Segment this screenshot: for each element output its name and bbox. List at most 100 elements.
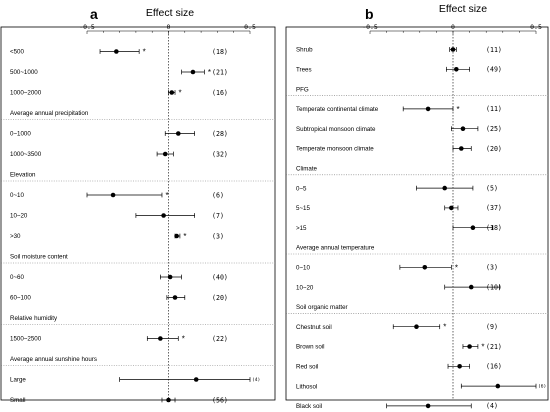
- panel-b-point-estimate: [449, 205, 454, 211]
- panel-b-sample-size: (16): [486, 363, 502, 371]
- panel-b-point-estimate: [442, 185, 448, 191]
- panel-a-sample-size: (18): [212, 48, 228, 56]
- panel-b-point-estimate: [495, 383, 501, 389]
- panel-b-point-estimate: [467, 344, 472, 349]
- panel-a-significance-star: *: [182, 335, 185, 344]
- panel-b-sample-size: (49): [486, 66, 502, 74]
- panel-b-row-label: Red soil: [296, 364, 318, 371]
- panel-b-axis-title: Effect size: [439, 3, 487, 15]
- panel-b-sample-size: (6): [538, 384, 546, 390]
- panel-b-point-estimate: [468, 284, 474, 290]
- panel-b-sample-size: (37): [486, 204, 502, 212]
- panel-b-letter: b: [365, 6, 374, 22]
- panel-b-point-estimate: [459, 146, 464, 151]
- panel-a-point-estimate: [161, 213, 166, 218]
- panel-b-sample-size: (9): [486, 323, 498, 331]
- panel-a-sample-size: (16): [212, 89, 228, 97]
- panel-b-significance-star: *: [457, 105, 460, 114]
- panel-a-row-label: 1500~2500: [10, 336, 42, 343]
- panel-b-significance-star: *: [443, 323, 446, 332]
- panel-a-group-header: Soil moisture content: [10, 254, 68, 261]
- panel-b-sample-size: (4): [486, 402, 498, 410]
- panel-a-sample-size: (7): [212, 212, 224, 220]
- panel-a-significance-star: *: [179, 89, 182, 98]
- panel-b-point-estimate: [450, 47, 456, 52]
- panel-a-row-label: >30: [10, 233, 21, 240]
- panel-a-letter: a: [90, 6, 98, 22]
- panel-a-point-estimate: [169, 90, 175, 95]
- panel-b-row-label: 10~20: [296, 284, 314, 291]
- panel-b-sample-size: (20): [486, 145, 502, 153]
- panel-a-significance-star: *: [208, 68, 211, 77]
- panel-a-row-label: 1000~3500: [10, 151, 42, 158]
- panel-b-significance-star: *: [455, 263, 458, 272]
- panel-b-frame: [285, 26, 549, 401]
- panel-a-sample-size: (32): [212, 150, 228, 158]
- panel-a-row-label: 1000~2000: [10, 90, 42, 97]
- panel-a-row-label: 0~60: [10, 274, 24, 281]
- panel-a-row-label: 60~100: [10, 295, 31, 302]
- panel-a-frame: [0, 26, 276, 401]
- panel-a-sample-size: (3): [212, 232, 224, 240]
- panel-b-row-label: Trees: [296, 67, 312, 74]
- panel-a-axis-title: Effect size: [146, 7, 194, 19]
- panel-b-sample-size: (11): [486, 105, 502, 113]
- panel-b-point-estimate: [454, 67, 459, 72]
- panel-b-sample-size: (10): [486, 283, 502, 291]
- panel-b-significance-star: *: [481, 343, 484, 352]
- panel-a-sample-size: (21): [212, 68, 228, 76]
- panel-b-row-label: Lithosol: [296, 383, 317, 390]
- panel-a-point-estimate: [110, 192, 116, 198]
- panel-b: b Effect size -0.5 0 0.5 Shrub (11) Trees (49)…: [285, 3, 549, 410]
- panel-b-group-header: Average annual temperature: [296, 245, 375, 252]
- panel-b-sample-size: (3): [486, 264, 498, 272]
- panel-b-sample-size: (5): [486, 184, 498, 192]
- panel-a-row-label: 0~10: [10, 192, 24, 199]
- panel-a-row-label: Large: [10, 377, 26, 384]
- panel-a-point-estimate: [162, 151, 168, 157]
- panel-b-point-estimate: [457, 364, 462, 369]
- panel-a-row-label: Small: [10, 397, 25, 404]
- panel-a-tick-label: 0: [167, 23, 171, 31]
- panel-a-group-header: Relative humidity: [10, 315, 58, 322]
- panel-b-sample-size: (21): [486, 343, 502, 351]
- panel-a-tick-label: -0.5: [79, 23, 95, 31]
- panel-a-point-estimate: [167, 274, 173, 280]
- panel-a-point-estimate: [158, 336, 163, 341]
- panel-b-row-label: Temperate monsoon climate: [296, 146, 374, 153]
- panel-b-point-estimate: [470, 225, 476, 230]
- panel-b-row-label: 5~15: [296, 205, 310, 212]
- panel-b-point-estimate: [425, 403, 431, 409]
- panel-a-significance-star: *: [165, 191, 168, 200]
- panel-a-significance-star: *: [143, 48, 146, 57]
- panel-a-point-estimate: [166, 397, 171, 403]
- panel-a-row-label: 0~1000: [10, 131, 31, 138]
- panel-b-tick-label: 0.5: [530, 23, 542, 31]
- panel-b-row-label: 0~5: [296, 185, 307, 192]
- panel-b-row-label: Chestnut soil: [296, 324, 332, 331]
- panel-b-sample-size: (18): [486, 224, 502, 232]
- panel-b-group-header: Climate: [296, 166, 318, 173]
- panel-a-point-estimate: [193, 377, 199, 382]
- panel-a-group-header: Elevation: [10, 172, 36, 179]
- panel-b-row-label: Black soil: [296, 403, 322, 410]
- panel-a-sample-size: (4): [252, 377, 260, 383]
- panel-a: a Effect size -0.5 0 0.5 <500 * (18) 500~1000 *…: [0, 6, 276, 404]
- panel-b-row-label: Temperate continental climate: [296, 106, 379, 113]
- panel-b-tick-label: -0.5: [362, 23, 378, 31]
- panel-a-row-label: 10~20: [10, 213, 28, 220]
- panel-a-group-header: Average annual sunshine hours: [10, 356, 97, 363]
- panel-a-point-estimate: [175, 131, 181, 136]
- panel-b-tick-label: 0: [451, 23, 455, 31]
- panel-b-row-label: Shrub: [296, 47, 313, 54]
- panel-a-row-label: <500: [10, 49, 24, 56]
- panel-a-point-estimate: [174, 233, 179, 239]
- panel-b-row-label: >15: [296, 225, 307, 232]
- panel-b-sample-size: (11): [486, 46, 502, 54]
- panel-b-point-estimate: [460, 126, 466, 131]
- panel-a-sample-size: (22): [212, 335, 228, 343]
- panel-a-significance-star: *: [183, 232, 186, 241]
- panel-b-group-header: Soil organic matter: [296, 304, 348, 311]
- panel-b-row-label: 0~10: [296, 265, 310, 272]
